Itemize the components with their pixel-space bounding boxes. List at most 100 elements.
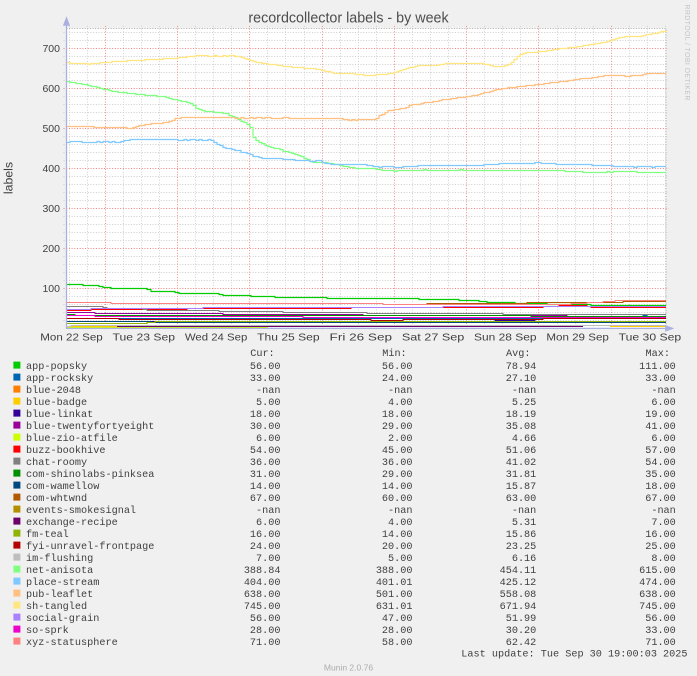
svg-text:35.08: 35.08 [506,422,537,433]
svg-text:Max:: Max: [646,349,670,360]
svg-text:67.00: 67.00 [250,494,281,505]
svg-text:67.00: 67.00 [645,494,676,505]
svg-text:631.01: 631.01 [376,602,413,613]
svg-text:51.06: 51.06 [506,446,537,457]
svg-text:20.00: 20.00 [382,542,413,553]
svg-text:111.00: 111.00 [639,362,676,373]
svg-text:615.00: 615.00 [639,566,676,577]
svg-text:Thu 25 Sep: Thu 25 Sep [257,332,320,344]
svg-text:401.01: 401.01 [376,578,413,589]
svg-text:com-shinolabs-pinksea: com-shinolabs-pinksea [26,469,154,481]
svg-text:Sat 27 Sep: Sat 27 Sep [402,332,465,344]
svg-text:7.00: 7.00 [651,518,675,529]
svg-text:Cur:: Cur: [250,349,274,360]
svg-text:41.00: 41.00 [645,422,676,433]
svg-text:24.00: 24.00 [382,374,413,385]
svg-text:16.00: 16.00 [250,530,281,541]
svg-text:com-wamellow: com-wamellow [26,481,100,493]
svg-text:social-grain: social-grain [26,613,99,625]
svg-text:7.00: 7.00 [256,554,280,565]
svg-text:blue-zio-atfile: blue-zio-atfile [26,433,118,445]
svg-text:exchange-recipe: exchange-recipe [26,517,118,529]
svg-text:Last update: Tue Sep 30 19:00:: Last update: Tue Sep 30 19:00:03 2025 [461,648,687,660]
svg-text:35.00: 35.00 [645,470,676,481]
svg-text:16.00: 16.00 [645,530,676,541]
svg-text:Tue 30 Sep: Tue 30 Sep [619,332,682,344]
svg-text:58.00: 58.00 [382,638,413,649]
svg-text:300: 300 [42,203,60,215]
svg-text:fm-teal: fm-teal [26,529,69,541]
svg-text:71.00: 71.00 [645,638,676,649]
svg-text:41.02: 41.02 [506,458,537,469]
svg-text:Avg:: Avg: [506,349,530,360]
svg-text:5.00: 5.00 [256,398,280,409]
svg-text:im-flushing: im-flushing [26,553,93,565]
svg-text:388.00: 388.00 [376,566,413,577]
svg-text:Mon 29 Sep: Mon 29 Sep [546,332,609,344]
svg-text:56.00: 56.00 [250,614,281,625]
svg-text:501.00: 501.00 [376,590,413,601]
svg-text:56.00: 56.00 [250,362,281,373]
svg-text:-nan: -nan [651,386,675,397]
svg-text:14.00: 14.00 [382,530,413,541]
svg-text:sh-tangled: sh-tangled [26,601,87,613]
svg-text:474.00: 474.00 [639,578,676,589]
svg-text:500: 500 [42,123,60,135]
svg-text:23.25: 23.25 [506,542,537,553]
svg-text:31.81: 31.81 [506,470,537,481]
svg-text:Fri 26 Sep: Fri 26 Sep [330,332,393,344]
svg-text:xyz-statusphere: xyz-statusphere [26,637,118,649]
svg-text:57.00: 57.00 [645,446,676,457]
svg-text:700: 700 [42,43,60,55]
svg-text:47.00: 47.00 [382,614,413,625]
svg-text:net-anisota: net-anisota [26,565,93,577]
svg-text:62.42: 62.42 [506,638,537,649]
svg-text:blue-2048: blue-2048 [26,385,81,397]
svg-text:-nan: -nan [388,506,412,517]
svg-text:745.00: 745.00 [639,602,676,613]
svg-text:78.94: 78.94 [506,362,537,373]
svg-text:recordcollector labels - by we: recordcollector labels - by week [248,11,449,27]
svg-text:54.00: 54.00 [250,446,281,457]
svg-text:400: 400 [42,163,60,175]
svg-text:404.00: 404.00 [244,578,281,589]
svg-text:28.00: 28.00 [382,626,413,637]
svg-text:33.00: 33.00 [645,626,676,637]
svg-text:Min:: Min: [382,348,406,360]
svg-text:15.87: 15.87 [506,482,537,493]
svg-text:-nan: -nan [256,506,280,517]
svg-text:Sun 28 Sep: Sun 28 Sep [474,332,537,344]
svg-text:5.00: 5.00 [388,554,412,565]
svg-text:425.12: 425.12 [500,578,537,589]
svg-text:33.00: 33.00 [645,374,676,385]
svg-text:4.00: 4.00 [388,398,412,409]
svg-text:200: 200 [42,243,60,255]
svg-text:31.00: 31.00 [250,470,281,481]
svg-text:6.00: 6.00 [256,518,280,529]
svg-text:29.00: 29.00 [382,470,413,481]
svg-text:chat-roomy: chat-roomy [26,457,87,469]
svg-text:454.11: 454.11 [500,566,537,577]
svg-text:30.00: 30.00 [250,422,281,433]
svg-text:45.00: 45.00 [382,446,413,457]
svg-text:745.00: 745.00 [244,602,281,613]
svg-text:100: 100 [42,283,60,295]
svg-text:-nan: -nan [256,386,280,397]
svg-text:-nan: -nan [512,386,536,397]
svg-text:5.25: 5.25 [512,398,536,409]
svg-text:8.00: 8.00 [651,554,675,565]
svg-text:6.00: 6.00 [256,434,280,445]
svg-text:app-popsky: app-popsky [26,361,87,373]
svg-text:app-rocksky: app-rocksky [26,373,93,385]
svg-text:2.00: 2.00 [388,434,412,445]
svg-text:388.84: 388.84 [244,566,281,577]
svg-text:-nan: -nan [388,386,412,397]
svg-text:6.16: 6.16 [512,554,536,565]
svg-text:36.00: 36.00 [382,458,413,469]
svg-text:18.00: 18.00 [382,410,413,421]
svg-text:60.00: 60.00 [382,494,413,505]
svg-text:36.00: 36.00 [250,458,281,469]
svg-text:5.31: 5.31 [512,518,536,529]
svg-text:blue-badge: blue-badge [26,397,87,409]
svg-text:Wed 24 Sep: Wed 24 Sep [185,332,248,344]
